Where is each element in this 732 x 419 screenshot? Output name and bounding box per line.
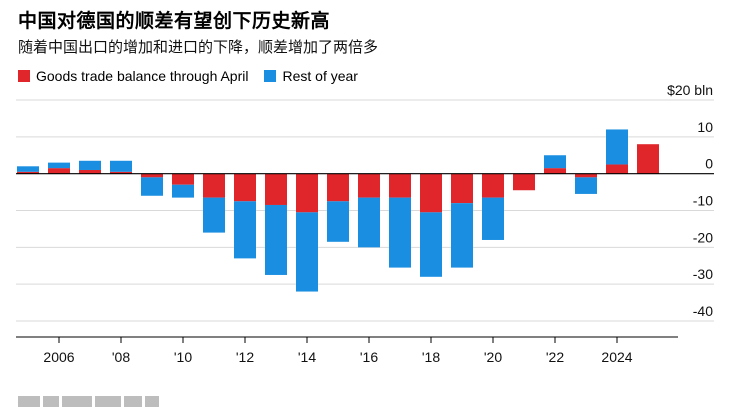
y-tick-label: -10 [693,193,713,209]
chart-subtitle: 随着中国出口的增加和进口的下降，顺差增加了两倍多 [18,38,379,56]
bar-rest-of-year [296,212,318,292]
bar-rest-of-year [358,197,380,248]
x-tick-label: 2024 [601,349,632,365]
bar-through-april [79,169,101,174]
bar-through-april [296,173,318,213]
watermark [18,396,159,407]
y-tick-label: -20 [693,229,713,245]
x-tick-label: '20 [484,349,502,365]
x-tick-label: '10 [174,349,192,365]
bar-through-april [327,173,349,202]
bar-rest-of-year [327,201,349,242]
bar-rest-of-year [575,177,597,194]
bar-rest-of-year [389,197,411,268]
bar-rest-of-year [48,162,70,169]
x-tick-label: '08 [112,349,130,365]
bar-rest-of-year [482,197,504,240]
y-tick-label: -30 [693,266,713,282]
y-tick-label: 0 [705,156,713,172]
legend: Goods trade balance through April Rest o… [18,66,374,86]
bar-through-april [606,164,628,174]
y-tick-label: -40 [693,303,713,319]
bar-rest-of-year [203,197,225,233]
x-tick-label: 2006 [43,349,74,365]
bar-through-april [482,173,504,198]
legend-item-april: Goods trade balance through April [18,68,248,84]
x-tick-label: '18 [422,349,440,365]
bar-rest-of-year [234,201,256,259]
legend-swatch-rest [264,70,277,82]
bar-rest-of-year [172,184,194,198]
bar-through-april [234,173,256,202]
bar-through-april [17,171,39,174]
x-tick-label: '22 [546,349,564,365]
bar-through-april [544,168,566,174]
bar-through-april [513,173,535,191]
chart-title: 中国对德国的顺差有望创下历史新高 [18,10,331,32]
bar-through-april [358,173,380,198]
y-tick-label: 10 [697,119,713,135]
bar-through-april [110,171,132,174]
legend-label-rest: Rest of year [282,68,358,84]
bar-rest-of-year [544,155,566,169]
legend-swatch-april [18,70,30,82]
legend-label-april: Goods trade balance through April [36,68,249,84]
bar-through-april [172,173,194,185]
bar-through-april [389,173,411,198]
bar-through-april [141,173,163,178]
bar-rest-of-year [17,166,39,172]
bar-through-april [451,173,473,204]
bar-rest-of-year [79,160,101,170]
bar-rest-of-year [451,203,473,268]
bar-rest-of-year [606,129,628,165]
legend-item-rest: Rest of year [264,68,358,84]
bar-through-april [265,173,287,205]
bar-through-april [48,168,70,174]
bar-rest-of-year [110,160,132,172]
x-tick-label: '14 [298,349,316,365]
bar-rest-of-year [420,212,442,277]
bar-through-april [203,173,225,198]
bar-through-april [575,173,597,178]
x-tick-label: '12 [236,349,254,365]
bar-rest-of-year [141,177,163,196]
x-tick-label: '16 [360,349,378,365]
bar-through-april [637,144,659,174]
bar-rest-of-year [265,204,287,275]
y-tick-label: $20 bln [667,82,713,98]
bar-through-april [420,173,442,213]
